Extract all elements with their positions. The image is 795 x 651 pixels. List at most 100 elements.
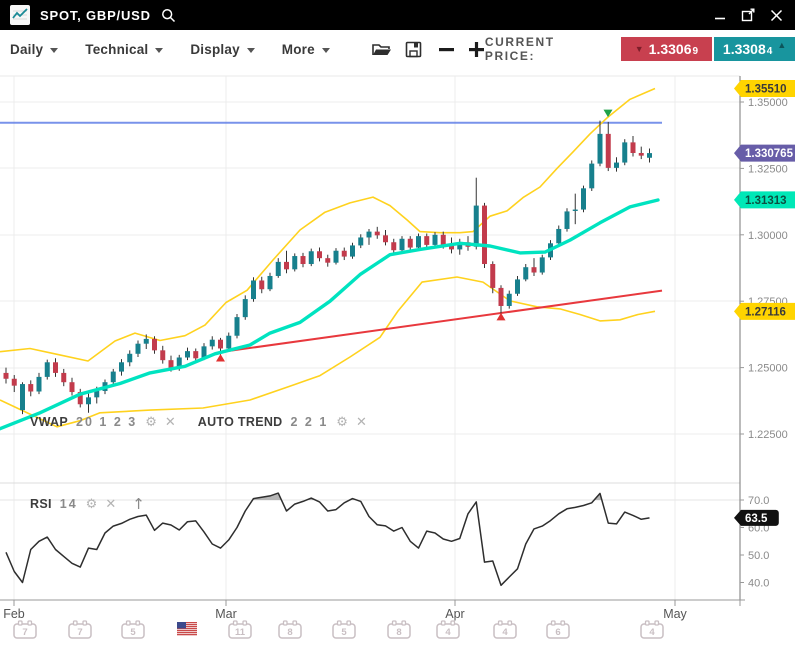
candle-body — [28, 384, 34, 392]
calendar-icon-tab — [292, 620, 298, 626]
save-icon[interactable] — [405, 41, 422, 58]
remove-indicator-icon[interactable]: ✕ — [105, 496, 117, 512]
menu-daily[interactable]: Daily — [10, 41, 59, 57]
move-pane-up-icon[interactable]: ↑ — [132, 495, 145, 513]
calendar-icon-tab — [232, 620, 238, 626]
toolbar: Daily Technical Display More — [0, 30, 795, 68]
candle-body — [275, 261, 281, 276]
month-label: Apr — [445, 607, 464, 621]
gear-icon[interactable]: ⚙ — [145, 414, 157, 430]
calendar-day-label: 11 — [235, 627, 246, 638]
axis-value-badge-label: 1.330765 — [745, 148, 794, 160]
candle-body — [482, 205, 487, 265]
arrow-up-icon: ▲ — [777, 40, 787, 50]
price-tick-label: 1.22500 — [748, 429, 788, 441]
calendar-icon — [228, 623, 252, 639]
sell-price-value: 1.3306 — [648, 41, 692, 57]
candle-body — [53, 362, 58, 373]
calendar-day-label: 7 — [77, 627, 82, 638]
gear-icon[interactable]: ⚙ — [85, 496, 98, 512]
month-label: Feb — [3, 607, 25, 621]
calendar-day-label: 4 — [445, 627, 451, 638]
menu-daily-label: Daily — [10, 41, 44, 57]
calendar-icon-tab — [346, 620, 352, 626]
calendar-icon-tab — [391, 620, 397, 626]
menu-technical[interactable]: Technical — [85, 42, 164, 57]
sell-price-badge[interactable]: ▼ 1.3306 9 — [620, 37, 713, 61]
candle-body — [341, 250, 347, 257]
axis-value-badge — [734, 144, 795, 162]
gear-icon[interactable]: ⚙ — [336, 414, 348, 430]
sell-marker-triangle — [603, 109, 613, 118]
remove-indicator-icon[interactable]: ✕ — [355, 414, 367, 430]
candle-body — [605, 133, 611, 168]
calendar-icon-tab — [17, 620, 23, 626]
candle-body — [374, 231, 380, 236]
candle-body — [119, 362, 124, 372]
calendar-day-label: 6 — [555, 627, 560, 638]
vwap-lower-band-line — [0, 276, 656, 428]
candle-body — [110, 371, 116, 383]
candle-body — [457, 242, 463, 250]
app-logo-chart-icon — [10, 5, 30, 25]
buy-price-badge[interactable]: 1.3308 4 ▲ — [714, 37, 795, 61]
candle-body — [358, 237, 364, 246]
candle-body — [36, 376, 42, 392]
calendar-day-label: 5 — [341, 627, 347, 638]
zoom-out-icon[interactable] — [438, 41, 455, 58]
overlay-indicator-labels: VWAP 20 1 2 3 ⚙ ✕ AUTO TREND 2 2 1 ⚙ ✕ — [30, 415, 381, 429]
rsi-name: RSI — [30, 497, 52, 511]
candle-body — [531, 267, 537, 273]
menu-display-label: Display — [190, 41, 240, 57]
search-icon[interactable] — [161, 8, 176, 23]
candle-body — [432, 234, 438, 245]
open-folder-icon[interactable] — [371, 41, 391, 58]
arrow-down-icon: ▼ — [634, 44, 644, 54]
calendar-icon-tab — [27, 620, 33, 626]
axis-value-badge-label: 1.35510 — [745, 83, 787, 95]
candle-body — [424, 236, 430, 245]
popout-icon[interactable] — [741, 8, 755, 22]
candle-body — [234, 317, 240, 336]
calendar-icon-tab — [82, 620, 88, 626]
calendar-icon-tab — [440, 620, 446, 626]
calendar-day-label: 8 — [396, 627, 401, 638]
axis-value-badge-label: 63.5 — [745, 513, 768, 525]
candle-body — [168, 360, 174, 369]
candle-body — [407, 238, 413, 248]
axis-value-badge-label: 1.27116 — [745, 306, 786, 318]
axis-value-badge — [734, 79, 795, 97]
minimize-icon[interactable] — [714, 9, 726, 21]
axis-value-badge — [734, 302, 795, 320]
axis-value-badge — [734, 509, 779, 526]
remove-indicator-icon[interactable]: ✕ — [164, 414, 176, 430]
candle-body — [317, 251, 322, 259]
candle-body — [622, 142, 628, 163]
candle-body — [226, 335, 232, 349]
calendar-icon — [493, 623, 517, 639]
candle-body — [77, 392, 83, 405]
calendar-icon — [332, 623, 356, 639]
candle-body — [160, 350, 166, 361]
vwap-params: 20 1 2 3 — [76, 415, 138, 429]
candle-body — [3, 372, 9, 379]
candle-body — [176, 357, 182, 369]
window-title: SPOT, GBP/USD — [40, 7, 151, 23]
candle-body — [94, 390, 100, 398]
chevron-down-icon — [155, 47, 164, 53]
close-icon[interactable] — [770, 9, 783, 22]
price-tick-label: 1.32500 — [748, 163, 788, 175]
calendar-icon — [121, 623, 145, 639]
candle-body — [391, 242, 397, 251]
candle-body — [523, 267, 529, 280]
month-label: May — [663, 607, 687, 621]
zoom-in-icon[interactable] — [468, 41, 485, 58]
menu-more[interactable]: More — [282, 42, 330, 57]
candle-body — [127, 353, 133, 363]
menu-display[interactable]: Display — [190, 41, 255, 57]
candle-body — [383, 235, 388, 243]
candle-body — [539, 257, 545, 273]
auto-trend-name: AUTO TREND — [197, 415, 283, 429]
candle-body — [556, 228, 562, 244]
